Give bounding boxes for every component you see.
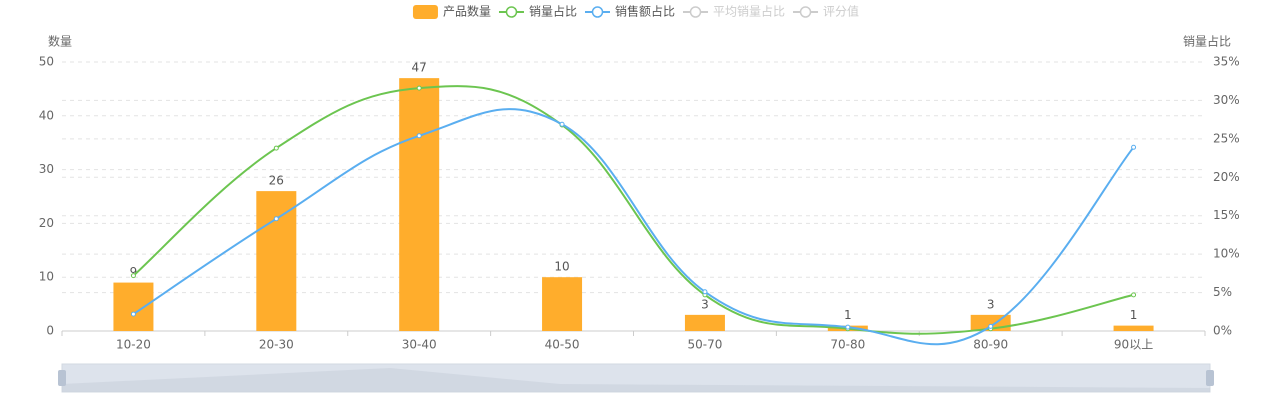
- line-point: [130, 311, 136, 317]
- legend-swatch: [799, 6, 812, 18]
- x-tick-label: 20-30: [259, 338, 294, 352]
- y2-tick-label: 35%: [1213, 55, 1240, 69]
- y2-tick-label: 10%: [1213, 247, 1240, 261]
- legend-swatch: [412, 5, 438, 19]
- y2-tick-label: 20%: [1213, 170, 1240, 184]
- line-point: [702, 289, 708, 295]
- line-point: [1131, 292, 1137, 298]
- bar-value-label: 26: [269, 174, 284, 188]
- zoom-handle-right[interactable]: [1206, 370, 1214, 386]
- legend-item[interactable]: 销量占比: [498, 4, 577, 19]
- bar-value-label: 10: [554, 260, 569, 274]
- y-tick-label: 50: [39, 55, 54, 69]
- bar-value-label: 9: [130, 265, 138, 279]
- y2-tick-label: 0%: [1213, 324, 1232, 338]
- x-tick-label: 40-50: [545, 338, 580, 352]
- bar-value-label: 3: [701, 297, 709, 311]
- y2-tick-label: 15%: [1213, 208, 1240, 222]
- x-tick-label: 10-20: [116, 338, 151, 352]
- zoom-handle-left[interactable]: [58, 370, 66, 386]
- bar-value-label: 1: [844, 308, 852, 322]
- bar-value-label: 47: [412, 61, 427, 75]
- x-tick-label: 80-90: [973, 338, 1008, 352]
- y-tick-label: 40: [39, 108, 54, 122]
- legend-swatch: [591, 6, 604, 18]
- legend-item[interactable]: 销售额占比: [584, 4, 675, 19]
- legend-item[interactable]: 产品数量: [412, 4, 491, 20]
- bar: [113, 282, 154, 331]
- legend-item[interactable]: 平均销量占比: [683, 4, 785, 19]
- y2-tick-label: 30%: [1213, 93, 1240, 107]
- y-tick-label: 0: [46, 324, 54, 338]
- bar: [684, 314, 725, 331]
- y2-tick-label: 25%: [1213, 131, 1240, 145]
- legend-item[interactable]: 评分值: [793, 4, 859, 19]
- line-point: [988, 323, 994, 329]
- y-tick-label: 20: [39, 216, 54, 230]
- legend-label: 评分值: [823, 4, 859, 19]
- bar: [256, 191, 297, 331]
- legend-label: 销售额占比: [615, 4, 675, 19]
- line-point: [845, 324, 851, 330]
- zoom-shadow: [62, 368, 1210, 392]
- line-point: [416, 133, 422, 139]
- bar: [399, 78, 440, 331]
- line-point: [273, 145, 279, 151]
- legend-swatch: [505, 6, 518, 18]
- legend-swatch: [689, 6, 702, 18]
- line-point: [130, 273, 136, 279]
- x-tick-label: 70-80: [830, 338, 865, 352]
- line: [132, 85, 1134, 335]
- line-point: [559, 121, 565, 127]
- legend-label: 产品数量: [443, 4, 491, 19]
- data-zoom[interactable]: [58, 363, 1214, 393]
- line-point: [273, 216, 279, 222]
- line-point: [416, 85, 422, 91]
- bar-value-label: 3: [987, 297, 995, 311]
- line-point: [1131, 144, 1137, 150]
- legend-label: 销量占比: [529, 4, 577, 19]
- y-tick-label: 10: [39, 270, 54, 284]
- x-tick-label: 30-40: [402, 338, 437, 352]
- bar: [1113, 325, 1154, 331]
- x-tick-label: 90以上: [1114, 338, 1153, 352]
- y2-tick-label: 5%: [1213, 285, 1232, 299]
- legend: 产品数量 销量占比 销售额占比 平均销量占比 评分值: [412, 4, 859, 20]
- y2-axis-name: 销量占比: [1183, 34, 1231, 49]
- y-tick-label: 30: [39, 162, 54, 176]
- y-axis-name: 数量: [48, 34, 72, 49]
- bar-value-label: 1: [1130, 308, 1138, 322]
- bar: [542, 277, 583, 331]
- legend-label: 平均销量占比: [713, 4, 785, 19]
- x-tick-label: 50-70: [688, 338, 723, 352]
